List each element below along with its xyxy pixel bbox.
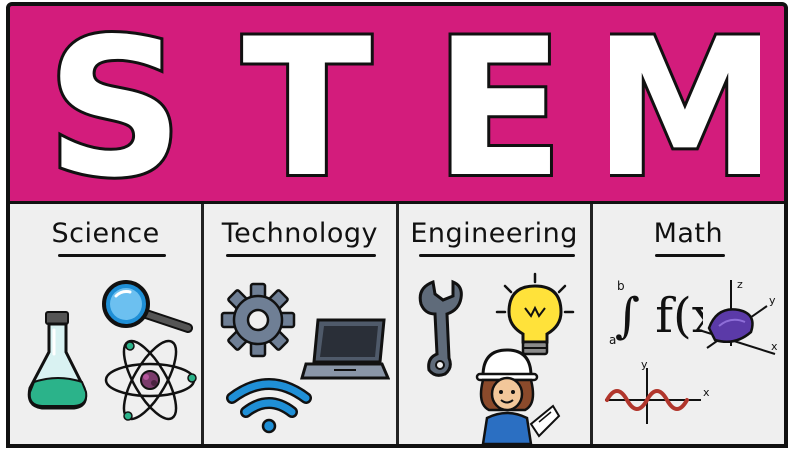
svg-text:M: M xyxy=(610,14,760,192)
flask-icon xyxy=(27,311,88,410)
svg-text:x: x xyxy=(771,340,778,353)
light-bulb-icon xyxy=(495,272,574,356)
svg-text:y: y xyxy=(641,358,648,371)
subject-panels: Science xyxy=(6,204,788,448)
3d-axes-icon: z y x xyxy=(698,278,778,355)
title-underline xyxy=(654,254,725,257)
letter-s: S xyxy=(40,14,190,192)
svg-text:T: T xyxy=(242,14,372,192)
svg-text:S: S xyxy=(47,14,184,192)
integral-formula: ∫ f(x)dx xyxy=(615,288,703,344)
svg-text:a: a xyxy=(609,333,616,347)
svg-text:z: z xyxy=(737,278,743,291)
title-underline xyxy=(58,254,166,257)
panel-title-science: Science xyxy=(51,218,160,249)
panel-engineering: Engineering xyxy=(398,204,593,444)
svg-text:E: E xyxy=(434,14,564,192)
panel-technology: Technology xyxy=(204,204,399,444)
svg-text:x: x xyxy=(703,386,710,399)
panel-math: Math ∫ f(x)dx a b z y x y xyxy=(592,204,784,444)
gear-icon xyxy=(221,282,296,358)
title-underline xyxy=(226,254,377,257)
wrench-icon xyxy=(418,279,463,377)
sine-wave-icon: y x xyxy=(604,358,710,424)
laptop-icon xyxy=(300,318,391,380)
panel-title-engineering: Engineering xyxy=(410,218,578,249)
title-underline xyxy=(418,254,575,257)
engineer-icon xyxy=(475,348,560,444)
svg-text:y: y xyxy=(769,294,776,307)
svg-text:b: b xyxy=(617,279,625,293)
wifi-icon xyxy=(226,378,313,434)
panel-title-math: Math xyxy=(653,218,724,249)
integral-formula-icon: ∫ f(x)dx a b xyxy=(609,279,703,347)
letter-m: M xyxy=(610,14,760,192)
atom-icon xyxy=(104,339,197,421)
letter-t: T xyxy=(232,14,382,192)
panel-title-technology: Technology xyxy=(221,218,378,249)
panel-science: Science xyxy=(10,204,205,444)
stem-banner: S T E M xyxy=(6,2,788,205)
magnifying-glass-icon xyxy=(102,280,193,333)
letter-e: E xyxy=(424,14,574,192)
